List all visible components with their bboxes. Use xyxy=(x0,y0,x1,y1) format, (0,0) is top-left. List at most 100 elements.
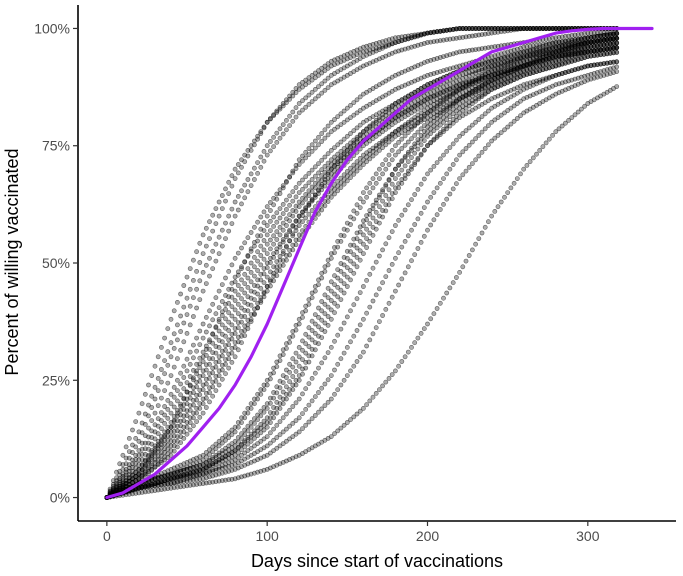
data-point xyxy=(434,185,440,191)
data-point xyxy=(309,197,315,203)
data-point xyxy=(402,155,408,161)
data-point xyxy=(235,207,241,213)
data-point xyxy=(194,368,199,374)
data-point xyxy=(364,185,369,191)
data-point xyxy=(351,140,357,146)
data-point xyxy=(287,93,292,99)
data-point xyxy=(325,314,331,319)
data-point xyxy=(242,195,248,201)
data-point xyxy=(226,213,232,219)
data-point xyxy=(332,154,337,160)
data-point xyxy=(389,372,395,377)
data-point xyxy=(152,452,158,458)
data-point xyxy=(370,394,376,400)
data-point xyxy=(190,257,196,263)
data-point xyxy=(351,363,357,369)
data-point xyxy=(360,284,366,289)
data-point xyxy=(242,259,248,265)
data-point xyxy=(190,314,196,319)
data-point xyxy=(312,145,318,151)
data-point xyxy=(328,157,334,163)
data-point xyxy=(328,373,334,378)
data-point xyxy=(357,257,363,263)
data-point xyxy=(271,202,276,208)
data-point xyxy=(190,375,196,381)
data-point xyxy=(194,335,199,341)
data-point xyxy=(367,398,373,404)
data-point xyxy=(197,278,203,284)
data-point xyxy=(376,204,382,210)
data-point xyxy=(287,193,292,199)
data-point xyxy=(239,340,244,346)
data-point xyxy=(213,344,219,349)
data-point xyxy=(328,396,334,402)
data-point xyxy=(444,290,450,296)
data-point xyxy=(178,392,183,398)
data-point xyxy=(396,126,401,132)
data-point xyxy=(162,371,167,377)
data-point xyxy=(210,248,216,254)
data-point xyxy=(235,269,241,275)
data-point xyxy=(402,238,408,244)
data-point xyxy=(171,419,177,424)
data-point xyxy=(364,154,369,160)
data-point xyxy=(348,144,353,150)
data-point xyxy=(316,333,321,339)
data-point xyxy=(386,300,392,306)
data-point xyxy=(351,261,357,267)
data-point xyxy=(402,142,408,148)
data-point xyxy=(322,177,328,182)
data-point xyxy=(312,164,318,170)
data-point xyxy=(142,411,148,417)
data-point xyxy=(396,149,401,155)
data-point xyxy=(309,148,315,154)
data-point xyxy=(232,255,238,261)
data-point xyxy=(251,239,257,245)
data-point xyxy=(328,129,334,135)
data-point xyxy=(399,146,405,151)
data-point xyxy=(242,432,248,438)
data-point xyxy=(290,118,296,124)
data-point xyxy=(296,344,302,350)
data-point xyxy=(348,115,353,120)
data-point xyxy=(258,413,264,419)
data-point xyxy=(255,417,260,423)
data-point xyxy=(296,180,302,186)
data-point xyxy=(332,367,337,373)
data-point xyxy=(325,194,331,200)
data-point xyxy=(280,396,286,402)
data-point xyxy=(280,239,286,245)
data-point xyxy=(290,170,296,176)
data-point xyxy=(402,122,408,127)
data-point xyxy=(319,131,325,136)
data-point xyxy=(264,119,270,125)
data-point xyxy=(194,286,199,292)
data-point xyxy=(178,313,183,319)
data-point xyxy=(283,234,289,240)
data-point xyxy=(335,183,341,189)
data-point xyxy=(380,140,385,146)
data-point xyxy=(235,272,241,278)
data-point xyxy=(232,340,238,346)
data-point xyxy=(351,252,357,257)
data-point xyxy=(242,333,248,339)
data-point xyxy=(498,199,504,205)
data-point xyxy=(290,382,296,388)
data-point xyxy=(319,299,325,304)
data-point xyxy=(434,125,440,131)
data-point xyxy=(174,410,180,416)
y-tick-label: 25% xyxy=(42,372,70,388)
data-point xyxy=(328,307,334,313)
data-point xyxy=(274,249,280,255)
data-point xyxy=(373,259,379,265)
data-point xyxy=(171,384,177,390)
data-point xyxy=(303,359,309,365)
data-point xyxy=(614,84,620,89)
data-point xyxy=(213,334,219,340)
data-point xyxy=(402,133,408,139)
data-point xyxy=(293,194,299,200)
data-point xyxy=(190,355,196,361)
data-point xyxy=(399,244,405,250)
data-point xyxy=(300,357,305,362)
data-point xyxy=(354,236,360,241)
